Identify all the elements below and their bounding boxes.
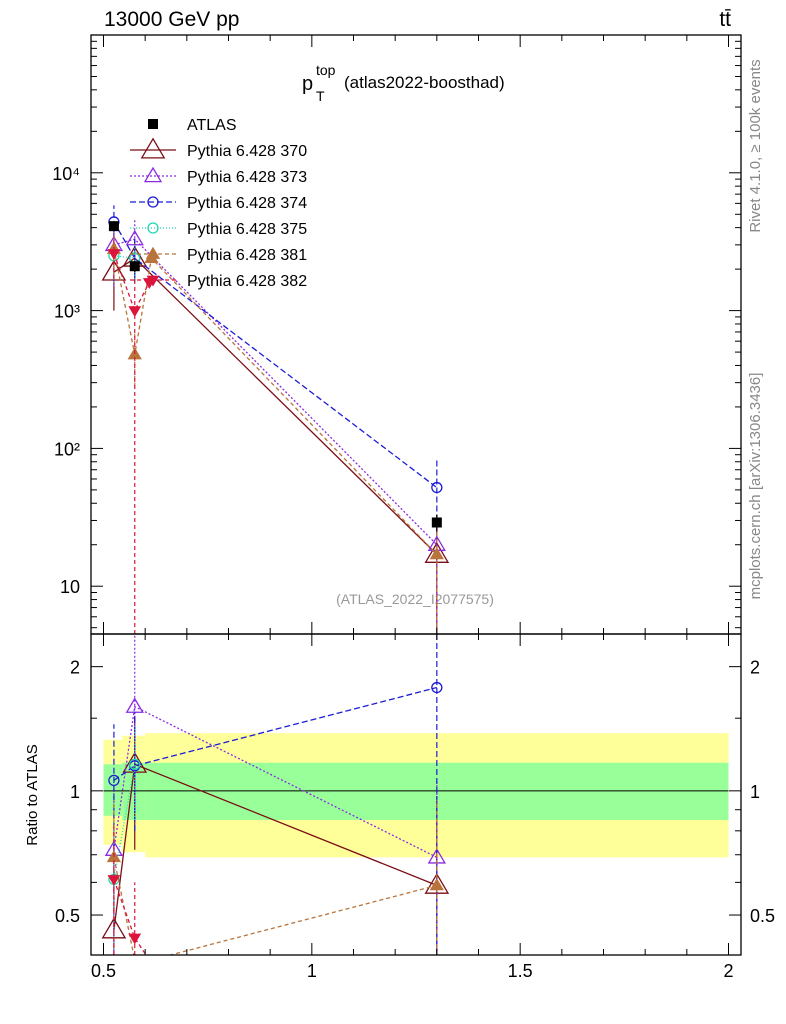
series-point-s381-3 <box>429 547 444 560</box>
header-energy-label: 13000 GeV pp <box>104 8 239 31</box>
ratio-point-s382-0 <box>107 875 121 886</box>
series-line-s370 <box>113 257 438 555</box>
x-tick-label-1.5: 1.5 <box>508 961 533 981</box>
legend-label-s370: Pythia 6.428 370 <box>187 143 307 160</box>
ratio-line-s373 <box>113 705 438 858</box>
legend-label-s374: Pythia 6.428 374 <box>187 195 307 212</box>
legend-marker-s374 <box>147 196 159 208</box>
ratio-tick-label-left-0.5: 0.5 <box>55 906 80 926</box>
series-ratio-panel <box>101 634 450 955</box>
header-process-label: tt̄ <box>719 8 731 31</box>
plot-title-main: p <box>302 73 313 95</box>
ratio-tick-label-right-1: 1 <box>750 782 760 802</box>
legend-label-s375: Pythia 6.428 375 <box>187 221 307 238</box>
ratio-panel-frame <box>90 633 742 956</box>
legend-marker-data <box>148 119 158 129</box>
side-label-mcplots: mcplots.cern.ch [arXiv:1306.3436] <box>747 373 764 600</box>
data-point-2 <box>431 517 442 528</box>
series-line-s375 <box>113 255 135 259</box>
ratio-tick-label-left-1: 1 <box>70 782 80 802</box>
x-tick-label-0.5: 0.5 <box>91 961 116 981</box>
ratio-point-s373-1 <box>125 697 144 713</box>
legend-marker-s381 <box>145 246 161 259</box>
y-tick-label-10: 10 <box>60 577 80 597</box>
x-tick-label-2: 2 <box>723 961 733 981</box>
series-point-s374-2 <box>431 481 443 494</box>
series-layer <box>101 205 450 955</box>
plot-title-sup: top <box>316 62 336 78</box>
ratio-tick-label-right-0.5: 0.5 <box>750 906 775 926</box>
series-point-s382-0 <box>107 249 121 260</box>
legend-label-data: ATLAS <box>187 117 237 134</box>
legend-marker-s375 <box>147 222 159 234</box>
data-point-0 <box>108 221 119 232</box>
legend: ATLAS Pythia 6.428 370 Pythia 6.428 373 Pyt… <box>130 117 307 290</box>
series-line-s381 <box>113 248 438 555</box>
axes: 0.5 1 1.5 2 10 10² 10³ 10⁴ 0.5 0.5 1 1 2 2 <box>52 34 775 981</box>
series-point-s373-1 <box>125 229 144 246</box>
legend-label-s381: Pythia 6.428 381 <box>187 247 307 264</box>
y-tick-label-1000: 10³ <box>54 302 80 322</box>
ratio-tick-label-right-2: 2 <box>750 658 760 678</box>
ratio-line-s381 <box>113 857 437 955</box>
legend-marker-s370 <box>140 137 166 159</box>
ratio-point-s382-1 <box>128 933 142 945</box>
ratio-axis-label: Ratio to ATLAS <box>24 744 41 845</box>
legend-label-s373: Pythia 6.428 373 <box>187 169 307 186</box>
ratio-point-s381-3 <box>429 878 444 891</box>
legend-marker-s382 <box>146 275 160 287</box>
ratio-point-s374-0 <box>108 774 120 787</box>
ratio-point-s375-1 <box>129 758 141 770</box>
series-point-s382-1 <box>128 306 142 318</box>
legend-label-s382: Pythia 6.428 382 <box>187 273 307 290</box>
y-tick-label-100: 10² <box>54 439 80 459</box>
plot-title-rest: (atlas2022-boosthad) <box>344 73 505 92</box>
y-tick-label-10000: 10⁴ <box>52 164 80 184</box>
ratio-line-s382 <box>113 879 147 955</box>
data-layer <box>108 221 442 532</box>
legend-marker-s373 <box>143 166 163 183</box>
series-top-panel <box>101 205 450 634</box>
watermark-label: (ATLAS_2022_I2077575) <box>336 591 494 607</box>
uncertainty-bands <box>103 733 729 858</box>
ratio-tick-label-left-2: 2 <box>70 658 80 678</box>
side-label-rivet: Rivet 4.1.0, ≥ 100k events <box>747 59 764 232</box>
ratio-point-s374-2 <box>431 681 443 694</box>
plot-title-sub: T <box>316 88 325 104</box>
data-point-1 <box>129 261 140 272</box>
x-tick-label-1: 1 <box>307 961 317 981</box>
plot-title: p <box>302 73 313 95</box>
